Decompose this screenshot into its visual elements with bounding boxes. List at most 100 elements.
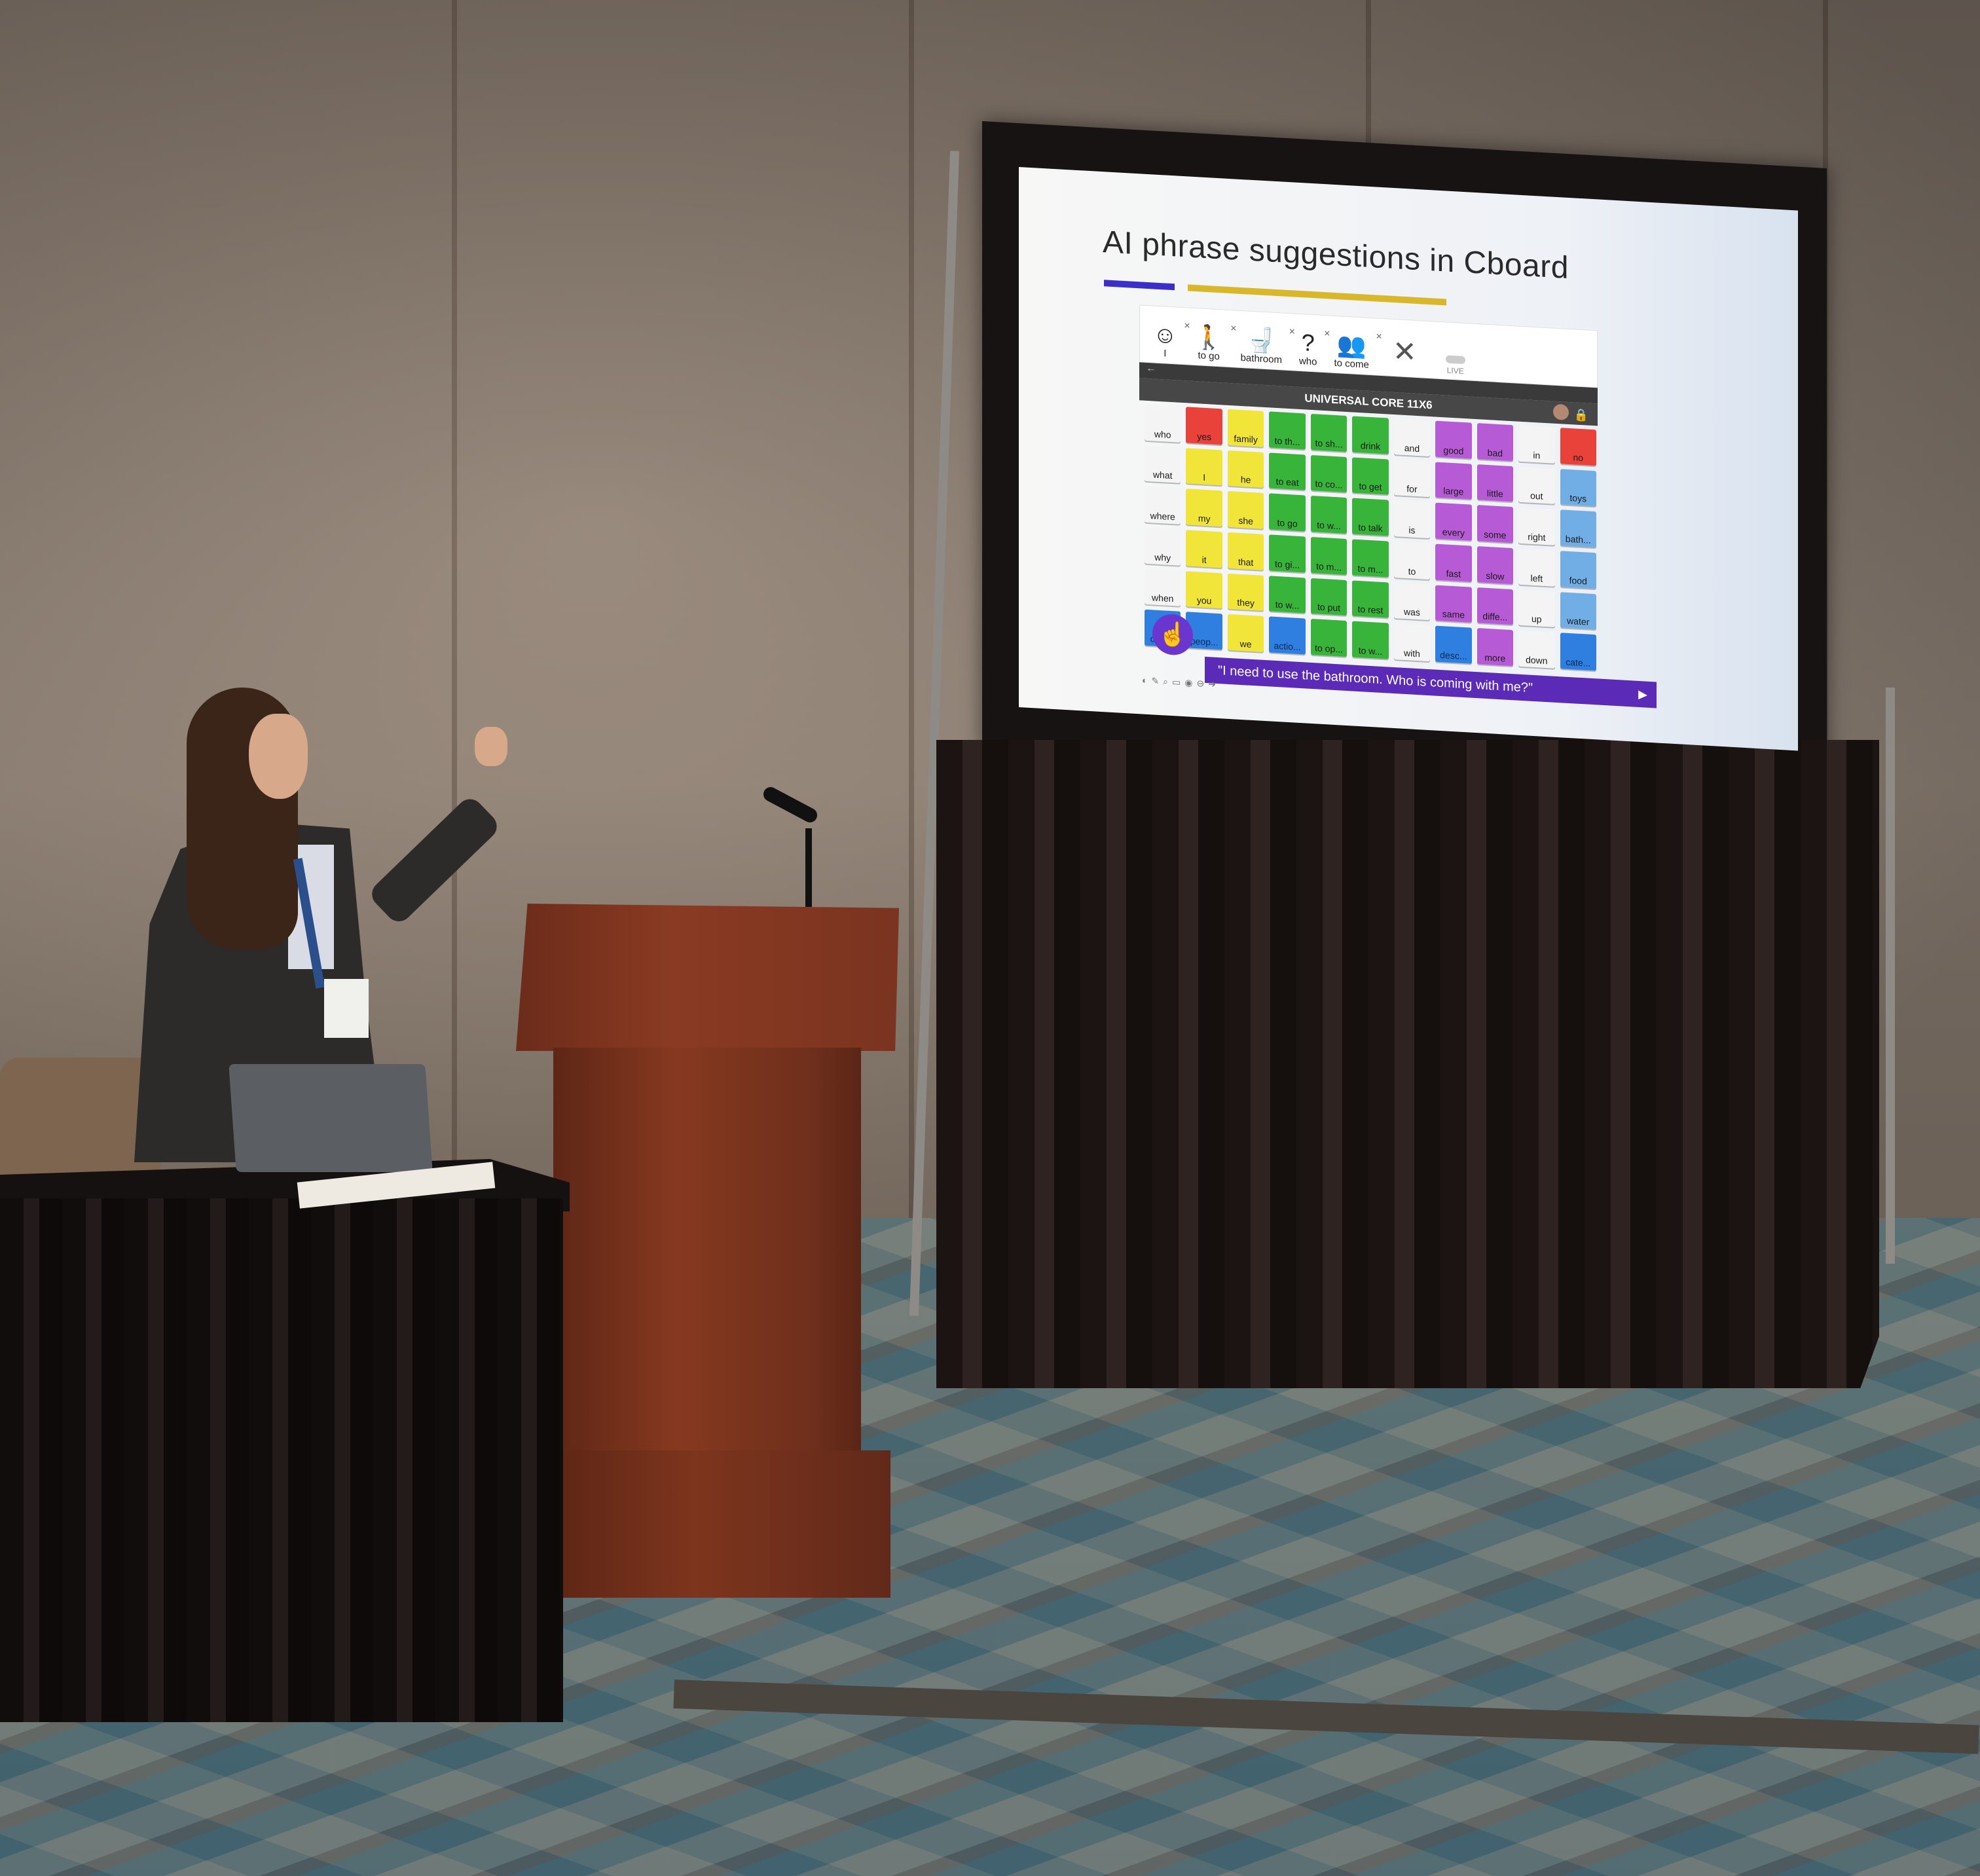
symbol-chip: ? who × <box>1298 328 1330 368</box>
grid-tile: was <box>1393 582 1431 621</box>
grid-tile: he <box>1227 450 1264 488</box>
grid-tile: I <box>1186 447 1222 486</box>
grid-tile: diffe... <box>1476 587 1514 625</box>
grid-tile: family <box>1227 409 1264 447</box>
podium-column <box>553 1048 861 1454</box>
grid-tile: to w... <box>1310 496 1348 534</box>
toggle-switch-icon <box>1445 355 1465 365</box>
grid-tile: desc... <box>1435 625 1472 664</box>
play-icon: ▶ <box>1638 687 1647 701</box>
grid-tile: what <box>1145 445 1181 484</box>
grid-tile: to talk <box>1352 498 1389 536</box>
clear-icon: ✕ <box>1392 335 1417 369</box>
grid-tile: right <box>1518 507 1555 545</box>
grid-tile: slow <box>1476 546 1514 584</box>
podium-base <box>537 1450 890 1598</box>
grid-tile: yes <box>1186 407 1222 445</box>
screen-stand-right <box>1886 688 1895 1264</box>
grid-tile: large <box>1435 462 1472 500</box>
grid-tile: she <box>1227 491 1264 529</box>
grid-tile: for <box>1393 459 1431 498</box>
remove-icon: × <box>1289 326 1295 338</box>
microphone-stand <box>805 828 812 907</box>
name-badge <box>324 979 369 1038</box>
symbol-grid: who yes family to th... to sh... drink and good… <box>1145 404 1596 671</box>
presenter-pointing-hand <box>475 727 507 766</box>
grid-tile: to gi... <box>1269 534 1306 573</box>
grid-tile: to go <box>1269 493 1306 532</box>
remove-icon: × <box>1230 323 1237 335</box>
output-phrase: "I need to use the bathroom. Who is comi… <box>1218 663 1533 695</box>
lock-icon: 🔒 <box>1573 408 1588 422</box>
grid-tile: it <box>1186 530 1222 568</box>
grid-tile: fast <box>1435 543 1472 582</box>
grid-tile: you <box>1186 570 1222 609</box>
live-toggle: LIVE <box>1445 355 1465 377</box>
grid-tile: actio... <box>1269 616 1306 655</box>
grid-tile: down <box>1518 630 1555 669</box>
grid-tile: food <box>1560 551 1596 589</box>
podium-top <box>516 904 899 1051</box>
symbol-label: who <box>1298 355 1317 368</box>
grid-tile: in <box>1518 425 1555 464</box>
grid-tile: why <box>1145 527 1181 566</box>
grid-tile: my <box>1186 488 1222 527</box>
screen-drape <box>936 740 1879 1388</box>
grid-tile: to w... <box>1352 621 1389 659</box>
slide-title: AI phrase suggestions in Cboard <box>1103 225 1569 285</box>
symbol-label: to come <box>1334 357 1369 371</box>
grid-tile: toys <box>1560 468 1596 507</box>
symbol-chip: ☺ I × <box>1153 320 1190 359</box>
avatar <box>1553 403 1569 420</box>
grid-tile: bath... <box>1560 509 1596 548</box>
grid-tile: some <box>1476 505 1514 543</box>
grid-tile: to get <box>1352 457 1389 495</box>
live-label: LIVE <box>1446 365 1464 377</box>
grid-tile: cate... <box>1560 633 1596 671</box>
title-underline-purple <box>1104 280 1175 291</box>
symbol-chip: 🚶 to go × <box>1194 322 1237 363</box>
grid-tile: we <box>1227 614 1264 652</box>
table-cloth <box>0 1198 563 1722</box>
grid-tile: to co... <box>1310 454 1348 493</box>
question-person-icon: ? <box>1301 329 1315 357</box>
grid-tile: left <box>1518 548 1555 587</box>
grid-tile: to sh... <box>1310 413 1348 452</box>
chair <box>0 1058 160 1182</box>
symbol-label: to go <box>1198 350 1220 363</box>
grid-tile: who <box>1145 404 1181 443</box>
presenter-face <box>249 714 308 799</box>
grid-tile: with <box>1393 623 1431 662</box>
two-people-icon: 👥 <box>1336 331 1366 359</box>
grid-tile: bad <box>1476 423 1514 461</box>
grid-tile: to <box>1393 542 1431 579</box>
grid-tile: little <box>1476 464 1514 502</box>
grid-tile: same <box>1435 585 1472 623</box>
grid-tile: to eat <box>1269 452 1306 490</box>
grid-tile: is <box>1393 500 1431 539</box>
laptop <box>229 1064 433 1172</box>
presentation-slide: AI phrase suggestions in Cboard ☺ I × 🚶 … <box>1019 167 1798 751</box>
grid-tile: out <box>1518 466 1555 505</box>
grid-tile: to put <box>1310 578 1348 616</box>
symbol-label: I <box>1164 348 1167 359</box>
remove-icon: × <box>1184 320 1190 332</box>
grid-tile: to w... <box>1269 576 1306 614</box>
title-underline-yellow <box>1188 284 1446 306</box>
grid-tile: more <box>1476 628 1514 667</box>
grid-tile: up <box>1518 589 1555 628</box>
back-arrow-icon: ← <box>1146 362 1156 375</box>
symbol-label: bathroom <box>1240 352 1282 366</box>
grid-tile: they <box>1227 573 1264 612</box>
grid-tile: no <box>1560 428 1596 466</box>
grid-tile: and <box>1393 418 1431 456</box>
remove-icon: × <box>1376 331 1382 343</box>
walking-person-icon: 🚶 <box>1194 322 1224 352</box>
grid-tile: good <box>1435 420 1472 459</box>
grid-tile: drink <box>1352 416 1389 454</box>
remove-icon: × <box>1324 328 1330 340</box>
board-title: UNIVERSAL CORE 11X6 <box>1304 392 1433 412</box>
toilet-icon: 🚽 <box>1246 325 1276 354</box>
grid-tile: where <box>1145 487 1181 524</box>
grid-tile: to m... <box>1310 536 1348 575</box>
